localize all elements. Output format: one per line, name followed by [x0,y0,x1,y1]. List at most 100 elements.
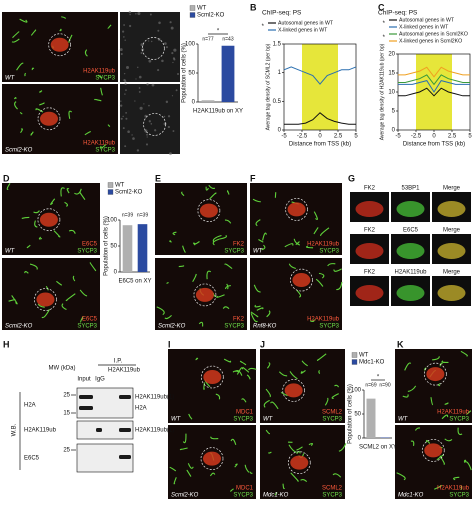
chromosome-axis [210,436,219,440]
lane-label: IgG [95,377,105,383]
chromosome-axis [35,108,44,113]
chromosome-axis [72,275,76,282]
speckle [132,137,135,140]
chromosome-axis [206,270,212,280]
g-label: 53BP1 [401,186,420,192]
legend-label: X-linked genes in WT [278,27,328,33]
chromosome-axis [166,282,169,284]
chromosome-axis [306,245,314,249]
speckle [123,24,126,26]
band-label: H2AK119ub(1) [135,428,174,434]
signal [396,201,425,217]
chromosome-axis [56,280,63,286]
y-tick-label: 20 [388,52,395,58]
chromosome-axis [460,485,463,490]
chromosome-axis [439,362,443,367]
chromosome-axis [278,371,288,377]
stain-label: FK2 [233,242,245,248]
chart-title: ChIP-seq: PS [378,10,418,17]
chromosome-axis [430,397,434,406]
chromosome-axis [441,414,449,420]
mw-title: MW (kDa) [49,366,76,372]
legend-label: WT [359,353,369,359]
chromosome-axis [192,273,197,283]
xy-outline [290,268,313,292]
chromosome-axis [195,241,200,245]
y-tick-label: 15 [388,71,395,77]
signal [437,243,466,259]
stain-label: H2AK119ub [437,410,470,416]
chromosome-axis [296,289,302,298]
chromosome-axis [296,451,301,455]
g-label: FK2 [364,270,376,276]
panel-letter: I [168,339,171,349]
series-line [398,74,470,86]
chromosome-axis [65,293,76,302]
g-label: FK2 [364,228,376,234]
g-label: Merge [443,228,461,234]
stain-label: E6C5 [82,317,98,323]
chromosome-axis [224,263,233,270]
speckle [140,51,143,55]
xy-body [195,287,214,302]
chromosome-axis [252,198,261,203]
micrograph [395,425,472,499]
speckle [124,39,126,41]
chromosome-axis [457,427,463,436]
xy-body [199,203,218,218]
chromosome-axis [463,459,467,463]
xy-outline [282,379,306,402]
speckle [148,59,152,63]
speckle [163,115,166,118]
stain-label: SYCP3 [224,324,244,330]
chromosome-axis [187,463,194,469]
chromosome-axis [239,360,247,366]
stain-label: SYCP3 [95,76,115,82]
genotype-label: WT [253,249,264,255]
chromosome-axis [334,384,340,388]
stain-label: MDC1 [236,410,254,416]
chromosome-axis [79,289,88,297]
speckle [154,129,157,132]
speckle [146,83,149,86]
chromosome-axis [182,433,187,444]
g-label: Merge [443,186,461,192]
band-label: H2AK119ub(1) [135,395,174,401]
series-line [283,66,357,85]
bar [221,45,235,102]
speckle [135,78,137,80]
speckle [119,48,123,52]
chromosome-axis [250,313,258,323]
chromosome-axis [414,427,421,431]
chromosome-axis [333,268,342,272]
speckle [165,100,169,104]
stain-label: SYCP3 [449,417,469,423]
legend-label: X-linked genes in WT [399,24,449,30]
xy-body [202,451,221,466]
chromosome-axis [68,34,73,43]
chromosome-axis [182,245,186,253]
chromosome-axis [80,316,84,323]
chromosome-axis [268,451,272,454]
speckle [148,104,150,107]
chromosome-axis [41,309,51,319]
chromosome-axis [284,243,294,248]
chromosome-axis [241,398,247,403]
speckle [143,103,145,105]
chromosome-axis [60,187,65,197]
series-line [398,80,470,93]
xy-outline [37,107,61,131]
chromosome-axis [404,362,412,371]
row-label: H2A [24,403,36,409]
chromosome-axis [256,307,264,311]
chromosome-axis [29,263,38,270]
chromosome-axis [255,219,261,227]
y-axis-label: Population of cells (%) [348,384,354,444]
xy-outline [421,439,445,462]
chromosome-axis [434,484,442,490]
speckle [127,130,130,134]
genotype-label: WT [5,76,16,82]
chromosome-axis [30,131,34,136]
band [119,395,131,399]
y-tick-label: 100 [185,42,196,48]
